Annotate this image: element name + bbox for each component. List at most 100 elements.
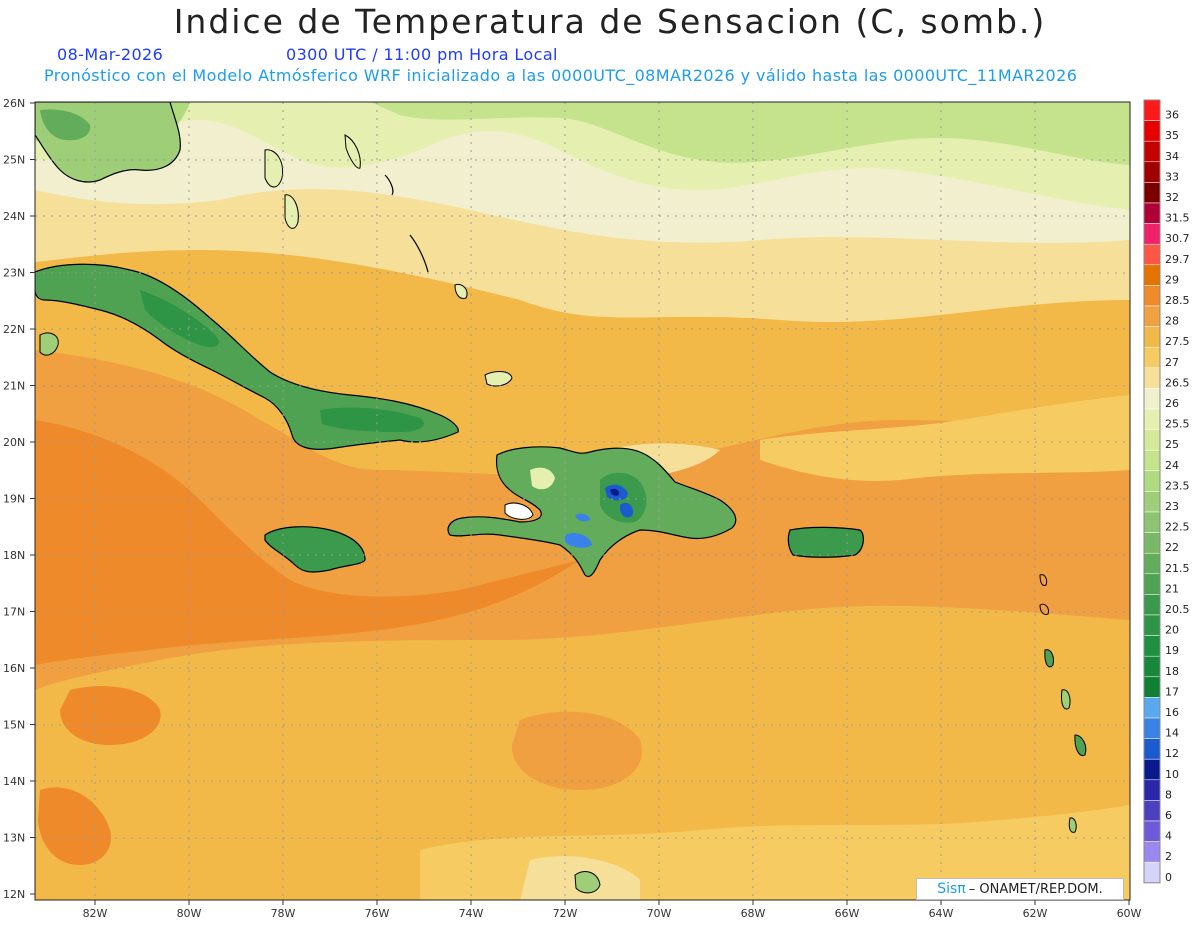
legend-label: 20 — [1165, 624, 1179, 637]
legend-label: 27.5 — [1165, 335, 1190, 348]
longitude-axis: 82W 80W 78W 76W 74W 72W 70W 68W 66W 64W 62W 60W — [83, 900, 1142, 920]
legend-label: 12 — [1165, 747, 1179, 760]
puerto-rico — [787, 526, 865, 558]
legend-label: 30.7 — [1165, 232, 1190, 245]
legend-swatch — [1143, 429, 1161, 451]
credit-brand: Sisπ — [937, 881, 966, 897]
legend-swatch — [1143, 388, 1161, 410]
lon-tick-label: 62W — [1023, 907, 1048, 920]
legend-swatch — [1143, 491, 1161, 513]
legend-swatch — [1143, 264, 1161, 286]
land-areas — [35, 102, 1087, 894]
legend-swatch — [1143, 717, 1161, 739]
legend-swatch — [1143, 120, 1161, 142]
legend-label: 8 — [1165, 788, 1172, 801]
credit-text: – ONAMET/REP.DOM. — [968, 881, 1103, 897]
legend-label: 26.5 — [1165, 376, 1190, 389]
lat-tick-label: 24N — [3, 210, 25, 223]
legend-label: 10 — [1165, 768, 1179, 781]
credit-box: Sisπ – ONAMET/REP.DOM. — [916, 878, 1124, 900]
legend-swatch — [1143, 243, 1161, 266]
legend-swatch — [1143, 573, 1161, 595]
legend-label: 20.5 — [1165, 603, 1190, 616]
lon-tick-label: 64W — [929, 907, 954, 920]
legend-label: 29 — [1165, 273, 1179, 286]
legend-label: 35 — [1165, 129, 1179, 142]
lat-tick-label: 15N — [3, 719, 25, 732]
legend-swatch — [1143, 697, 1161, 719]
lat-tick-label: 25N — [3, 154, 25, 167]
legend-label: 0 — [1165, 871, 1172, 884]
lat-tick-label: 13N — [3, 832, 25, 845]
lat-tick-label: 26N — [3, 97, 25, 110]
legend-label: 26 — [1165, 397, 1179, 410]
jamaica — [264, 526, 366, 573]
legend-label: 19 — [1165, 644, 1179, 657]
lon-tick-label: 74W — [459, 907, 484, 920]
legend-label: 21 — [1165, 582, 1179, 595]
legend-swatch — [1143, 614, 1161, 636]
heat-index-field — [35, 102, 1130, 900]
legend-label: 6 — [1165, 809, 1172, 822]
legend-label: 16 — [1165, 706, 1179, 719]
legend-label: 25 — [1165, 438, 1179, 451]
legend-swatch — [1143, 326, 1161, 348]
legend-swatch — [1143, 182, 1161, 204]
lat-tick-label: 12N — [3, 888, 25, 901]
legend-label: 28 — [1165, 315, 1179, 328]
forecast-time: 0300 UTC / 11:00 pm Hora Local — [286, 45, 558, 64]
legend-label: 22 — [1165, 541, 1179, 554]
legend-swatch — [1143, 800, 1161, 822]
legend-swatch — [1143, 223, 1161, 245]
lon-tick-label: 60W — [1117, 907, 1142, 920]
legend-label: 27 — [1165, 356, 1179, 369]
legend-swatch — [1143, 511, 1161, 533]
legend-swatch — [1143, 99, 1161, 121]
legend-swatch — [1143, 841, 1161, 863]
forecast-date: 08-Mar-2026 — [57, 45, 164, 64]
cuba — [35, 263, 459, 450]
legend-swatch — [1143, 552, 1161, 575]
lon-tick-label: 68W — [741, 907, 766, 920]
legend-swatch — [1143, 779, 1161, 801]
legend-swatch — [1143, 470, 1161, 492]
legend-label: 17 — [1165, 685, 1179, 698]
lat-tick-label: 19N — [3, 493, 25, 506]
legend-label: 23.5 — [1165, 479, 1190, 492]
legend-swatch — [1143, 820, 1161, 842]
lat-tick-label: 23N — [3, 267, 25, 280]
lon-tick-label: 80W — [177, 907, 202, 920]
legend-label: 14 — [1165, 727, 1179, 740]
legend-swatch — [1143, 449, 1161, 472]
legend-label: 22.5 — [1165, 521, 1190, 534]
legend-swatch — [1143, 140, 1161, 163]
legend-swatch — [1143, 367, 1161, 389]
lon-tick-label: 66W — [835, 907, 860, 920]
legend-swatch — [1143, 758, 1161, 781]
lat-tick-label: 17N — [3, 606, 25, 619]
legend-swatch — [1143, 408, 1161, 430]
legend-label: 4 — [1165, 830, 1172, 843]
legend-swatch — [1143, 738, 1161, 760]
legend-label: 31.5 — [1165, 212, 1190, 225]
legend-swatch — [1143, 305, 1161, 327]
legend-swatch — [1143, 532, 1161, 554]
legend-label: 23 — [1165, 500, 1179, 513]
legend-label: 25.5 — [1165, 418, 1190, 431]
legend-label: 33 — [1165, 170, 1179, 183]
lon-tick-label: 76W — [365, 907, 390, 920]
legend-swatch — [1143, 346, 1161, 369]
lon-tick-label: 72W — [553, 907, 578, 920]
legend-label: 18 — [1165, 665, 1179, 678]
lat-tick-label: 22N — [3, 323, 25, 336]
lat-tick-label: 20N — [3, 436, 25, 449]
legend-swatch — [1143, 676, 1161, 698]
plot-frame — [34, 101, 1131, 901]
lat-tick-label: 18N — [3, 549, 25, 562]
legend-label: 29.7 — [1165, 253, 1190, 266]
legend-label: 36 — [1165, 109, 1179, 122]
lat-tick-label: 16N — [3, 662, 25, 675]
latitude-axis: 26N 25N 24N 23N 22N 21N 20N 19N 18N 17N 16N 15N 14N 1… — [3, 97, 35, 901]
legend-label: 32 — [1165, 191, 1179, 204]
legend-swatch — [1143, 861, 1161, 884]
